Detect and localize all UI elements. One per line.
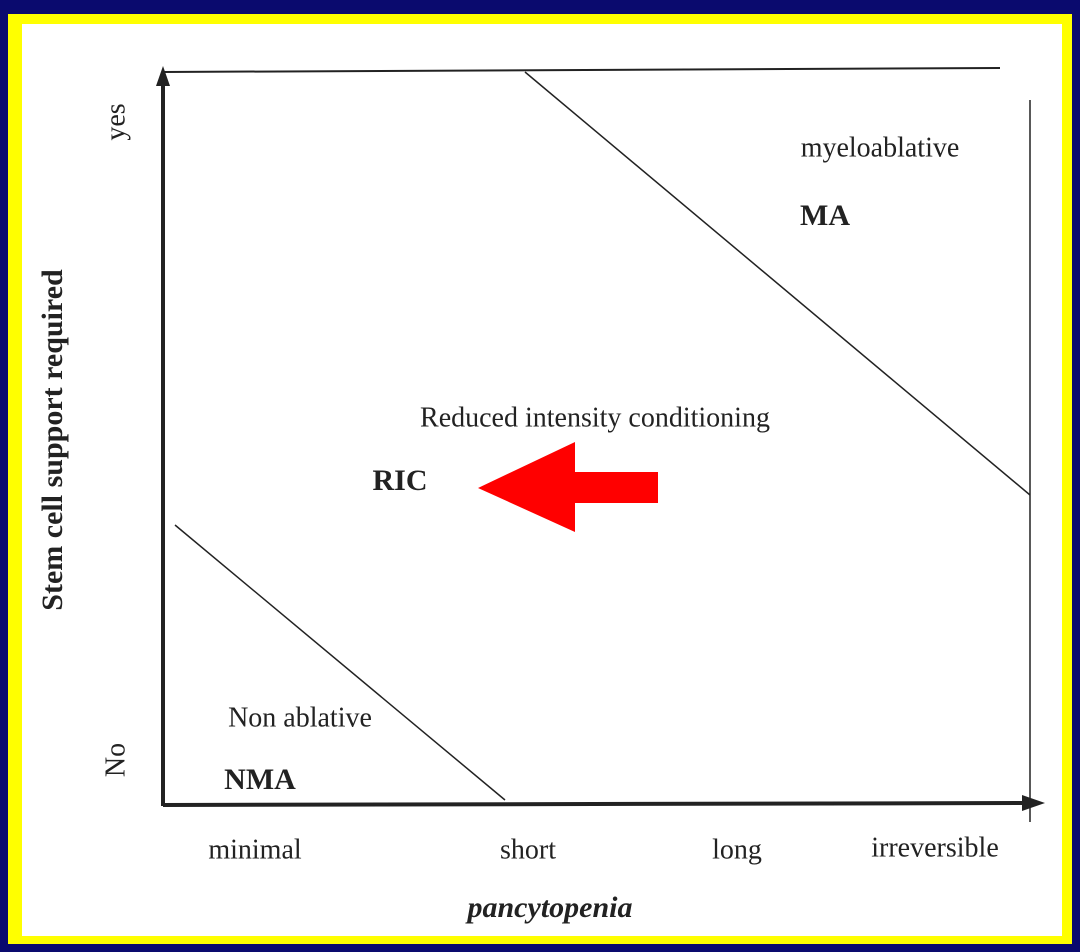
y-level: yes (100, 103, 131, 140)
region-name: Non ablative (228, 702, 372, 733)
x-level: irreversible (871, 832, 999, 863)
x-level: long (712, 834, 762, 865)
x-axis (162, 801, 1026, 807)
y-arrow (156, 66, 170, 86)
y-axis-title: Stem cell support required (36, 269, 69, 611)
arrow (478, 442, 658, 532)
region-name: Reduced intensity conditioning (420, 402, 770, 433)
x-axis-title: pancytopenia (465, 891, 633, 924)
nma-boundary (174, 524, 506, 801)
y-level: No (100, 743, 131, 777)
region-abbr: MA (800, 199, 850, 232)
x-level: minimal (208, 834, 302, 865)
top-line (162, 67, 1001, 73)
region-abbr: RIC (372, 464, 427, 497)
ma-boundary (524, 71, 1031, 496)
x-level: short (500, 834, 556, 865)
region-name: myeloablative (801, 132, 960, 163)
x-arrow (1022, 795, 1045, 811)
region-abbr: NMA (224, 763, 296, 796)
